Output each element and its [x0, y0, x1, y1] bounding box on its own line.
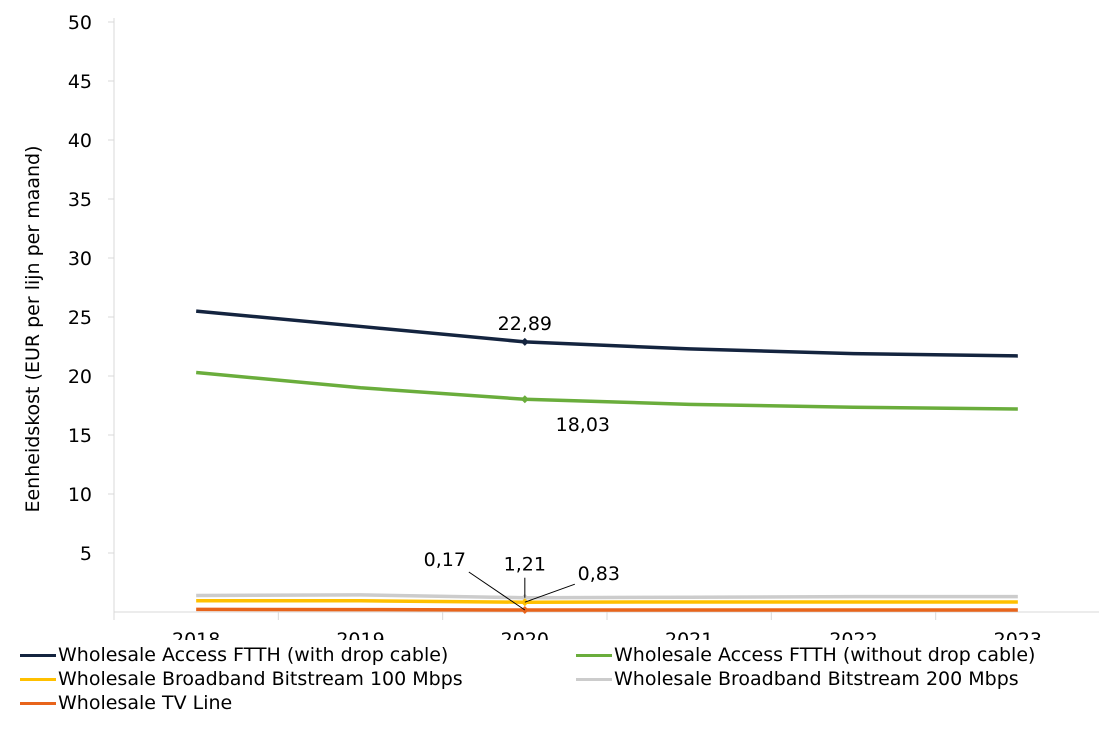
data-label: 18,03 — [556, 414, 610, 436]
y-tick-label: 20 — [68, 366, 92, 388]
line-chart: 5 10 15 20 25 30 35 40 45 50 2018 2019 2020 2021 2022 2… — [22, 12, 1099, 640]
data-label-leader — [524, 583, 576, 603]
legend-label: Wholesale TV Line — [58, 692, 233, 714]
x-tick-label: 2019 — [336, 629, 384, 640]
x-tick-label: 2020 — [501, 629, 549, 640]
x-tick-label: 2022 — [829, 629, 877, 640]
series-line-2 — [196, 599, 1018, 604]
legend-label: Wholesale Access FTTH (with drop cable) — [58, 644, 449, 666]
x-tick-label: 2018 — [172, 629, 220, 640]
legend-swatch — [20, 653, 56, 657]
y-tick-label: 45 — [68, 71, 92, 93]
data-label: 0,83 — [578, 563, 620, 585]
x-tick-label: 2023 — [994, 629, 1042, 640]
chart-series — [196, 309, 1018, 612]
y-tick-label: 30 — [68, 248, 92, 270]
chart-axes: 5 10 15 20 25 30 35 40 45 50 2018 2019 2020 2021 2022 2… — [22, 12, 1099, 640]
series-line-0 — [196, 309, 1018, 358]
data-label: 1,21 — [504, 554, 546, 576]
legend-item: Wholesale Broadband Bitstream 100 Mbps — [20, 668, 463, 690]
data-label-leader — [468, 571, 526, 611]
data-point-marker — [520, 337, 529, 346]
legend-label: Wholesale Broadband Bitstream 200 Mbps — [614, 668, 1019, 690]
y-tick-label: 40 — [68, 130, 92, 152]
series-line-4 — [196, 607, 1018, 612]
y-tick-label: 15 — [68, 425, 92, 447]
legend-item: Wholesale TV Line — [20, 692, 232, 714]
legend-swatch — [20, 701, 56, 705]
y-tick-label: 35 — [68, 189, 92, 211]
data-label: 0,17 — [424, 549, 466, 571]
legend-swatch — [576, 653, 612, 657]
data-label: 22,89 — [498, 313, 552, 335]
y-tick-label: 5 — [80, 543, 92, 565]
y-axis-label: Eenheidskost (EUR per lijn per maand) — [22, 145, 44, 512]
y-tick-label: 50 — [68, 12, 92, 34]
legend-item: Wholesale Access FTTH (without drop cabl… — [576, 644, 1035, 666]
legend-item: Wholesale Access FTTH (with drop cable) — [20, 644, 448, 666]
y-tick-label: 10 — [68, 484, 92, 506]
legend-swatch — [576, 677, 612, 681]
series-line-3 — [196, 593, 1018, 600]
series-line-1 — [196, 370, 1018, 411]
y-tick-label: 25 — [68, 307, 92, 329]
data-point-marker — [520, 395, 529, 404]
x-tick-label: 2021 — [665, 629, 713, 640]
legend-label: Wholesale Access FTTH (without drop cabl… — [614, 644, 1036, 666]
legend-label: Wholesale Broadband Bitstream 100 Mbps — [58, 668, 463, 690]
legend-swatch — [20, 677, 56, 681]
legend-item: Wholesale Broadband Bitstream 200 Mbps — [576, 668, 1019, 690]
chart-data-labels: 22,89 18,03 0,17 1,21 0,83 — [424, 313, 620, 614]
